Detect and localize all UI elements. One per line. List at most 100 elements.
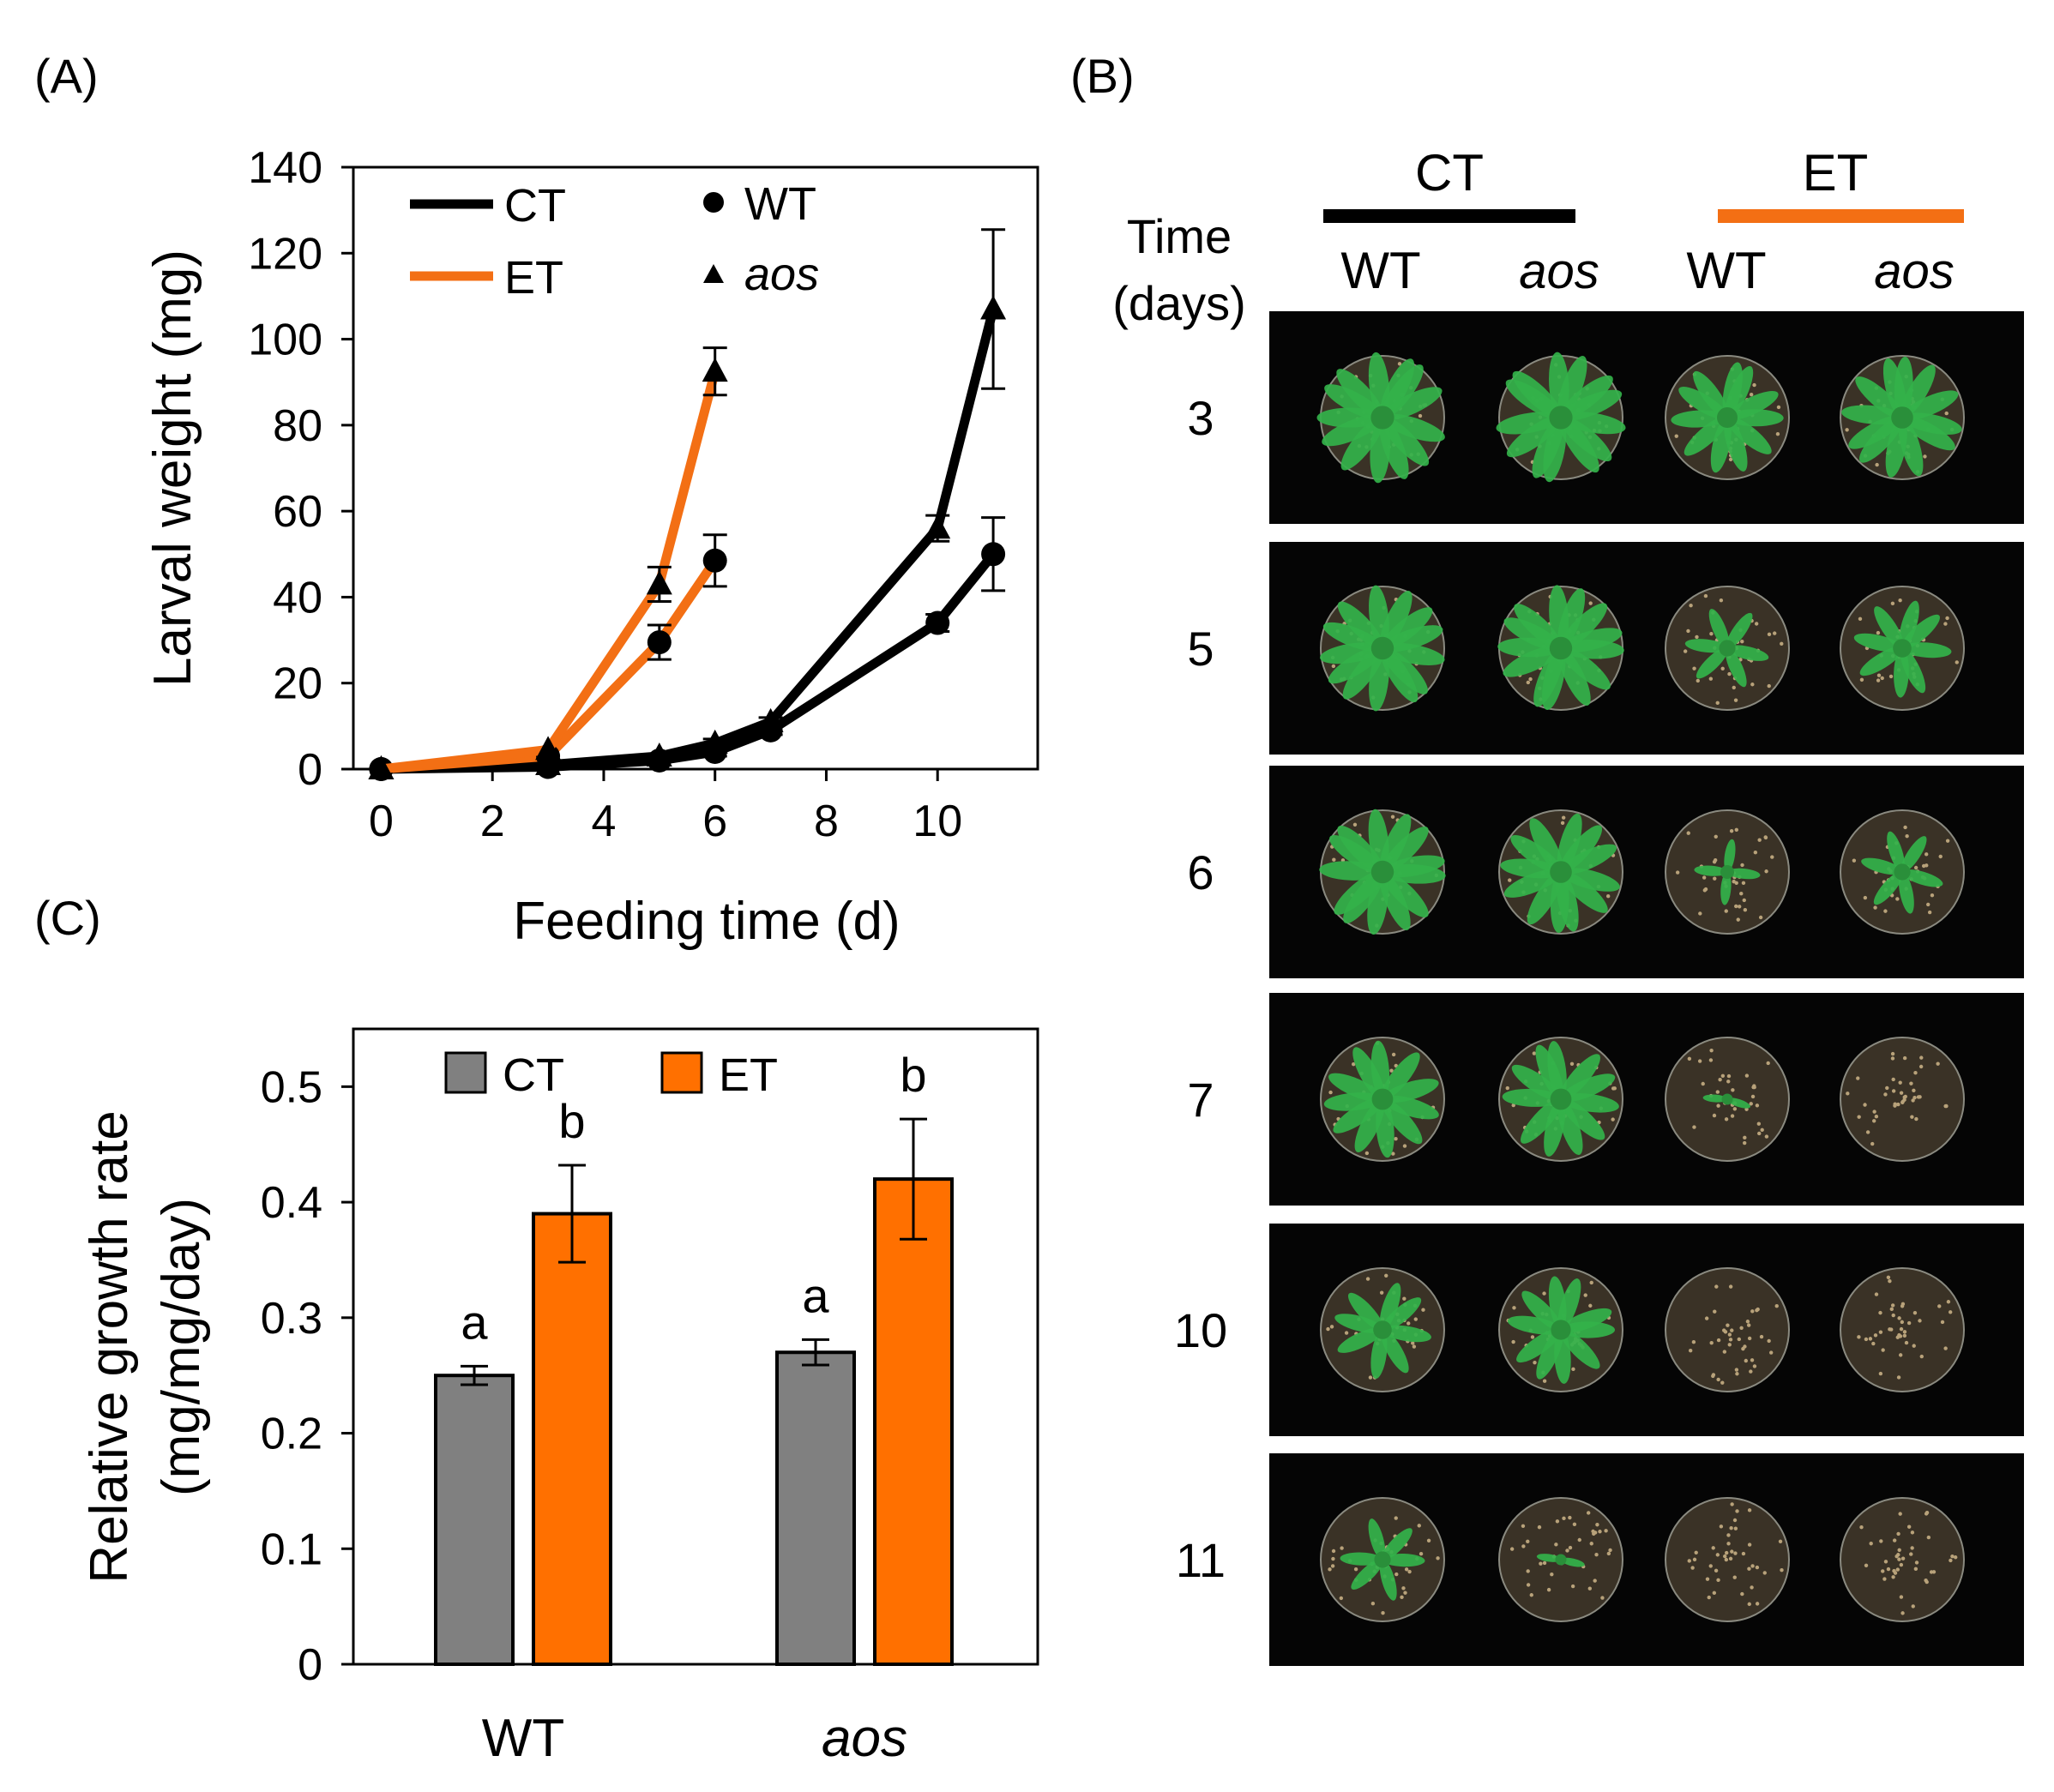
soil-speck (1911, 1098, 1915, 1103)
plant-pot (1840, 1497, 1965, 1622)
time-label: Time (1127, 209, 1232, 263)
soil-speck (1332, 857, 1336, 862)
plant-pot (1665, 1037, 1790, 1162)
plant-pot (1498, 1267, 1623, 1392)
soil-speck (1885, 1085, 1889, 1091)
plant-leaf (1684, 639, 1728, 653)
plant-leaf (1901, 415, 1955, 451)
soil-speck (1712, 1591, 1717, 1596)
soil-speck (1583, 1293, 1587, 1297)
data-point (646, 742, 672, 767)
soil-speck (1757, 838, 1762, 842)
plant-leaf (1684, 416, 1728, 456)
plant-leaf (1560, 1308, 1612, 1333)
soil-speck (1756, 1122, 1762, 1126)
soil-speck (1876, 673, 1882, 677)
bar-ct (434, 1374, 515, 1666)
soil-speck (1725, 1550, 1729, 1555)
soil-speck (1924, 1510, 1930, 1515)
soil-speck (1687, 1559, 1691, 1563)
legend-aos-marker (703, 264, 724, 283)
soil-speck (1906, 1524, 1912, 1529)
soil-speck (1743, 908, 1748, 912)
soil-speck (1719, 1524, 1724, 1529)
soil-speck (1593, 1530, 1598, 1535)
soil-speck (1561, 815, 1566, 820)
soil-speck (1394, 1572, 1399, 1577)
soil-speck (1739, 1326, 1744, 1330)
soil-speck (1730, 1328, 1734, 1332)
plant-leaf (1521, 1290, 1563, 1332)
plant-leaf (1696, 647, 1728, 679)
plant-center (1371, 1088, 1394, 1110)
soil-speck (1571, 1367, 1575, 1372)
soil-speck (1950, 1554, 1955, 1559)
soil-speck (1919, 1354, 1924, 1359)
plant-leaf (1347, 1292, 1384, 1331)
soil-speck (1763, 835, 1768, 839)
chart-c-ylabel-line1: Relative growth rate (80, 1110, 139, 1583)
soil-speck (1426, 1538, 1431, 1542)
soil-speck (1893, 1571, 1898, 1575)
soil-speck (1778, 1539, 1783, 1544)
soil-speck (1328, 1090, 1333, 1095)
soil-speck (1914, 1560, 1919, 1565)
soil-speck (1924, 852, 1929, 857)
significance-letter: a (802, 1268, 829, 1322)
soil-speck (1390, 815, 1395, 819)
column-label-1: WT (1340, 242, 1420, 299)
soil-speck (1708, 677, 1714, 681)
soil-speck (1730, 1502, 1734, 1506)
soil-speck (1589, 1280, 1593, 1285)
photo-row-day-3: 3 (1187, 311, 2024, 524)
soil-speck (1589, 1542, 1593, 1546)
data-point (368, 755, 395, 779)
soil-speck (1704, 1316, 1709, 1320)
soil-speck (1715, 701, 1720, 706)
plant-leaf (1544, 1098, 1566, 1157)
soil-speck (1712, 859, 1717, 864)
plant-leaf (1382, 1079, 1439, 1103)
soil-speck (1742, 898, 1746, 903)
plant-leaf (1859, 646, 1903, 677)
soil-speck (1883, 1092, 1888, 1097)
plant-pot (1665, 355, 1790, 480)
plant-leaf (1726, 868, 1761, 880)
soil-speck (1910, 1530, 1915, 1535)
soil-speck (1568, 1545, 1573, 1550)
soil-speck (1944, 411, 1949, 416)
plant-leaf (1382, 625, 1443, 652)
soil-speck (1723, 1554, 1727, 1559)
plant-center (1551, 1320, 1571, 1340)
soil-speck (1894, 1554, 1899, 1559)
soil-speck (1912, 1088, 1916, 1093)
soil-speck (1705, 1577, 1710, 1581)
soil-speck (1733, 1526, 1738, 1530)
plant-leaf (1557, 1278, 1581, 1331)
soil-speck (1562, 1516, 1566, 1521)
soil-speck (1864, 1337, 1869, 1342)
data-point (925, 514, 951, 539)
soil-speck (1740, 640, 1744, 644)
plant-center (1549, 636, 1573, 660)
plant-center (1370, 636, 1394, 660)
soil-speck (1891, 1077, 1895, 1082)
soil-speck (1588, 1303, 1593, 1308)
soil-speck (1766, 1061, 1770, 1066)
soil-speck (1411, 1341, 1415, 1345)
photo-row-day-11: 11 (1176, 1453, 2024, 1666)
soil-speck (1722, 1350, 1727, 1354)
plant-leaf (1694, 865, 1728, 876)
plant-center (1555, 1554, 1567, 1566)
soil-speck (1767, 683, 1771, 689)
soil-speck (1913, 1070, 1918, 1075)
data-point (702, 358, 728, 382)
plant-pot (1840, 1037, 1965, 1162)
soil-speck (1736, 917, 1740, 922)
soil-speck (1719, 598, 1724, 603)
soil-speck (1762, 1571, 1767, 1575)
soil-speck (1692, 666, 1696, 670)
soil-speck (1945, 839, 1950, 843)
soil-speck (1331, 1548, 1336, 1554)
